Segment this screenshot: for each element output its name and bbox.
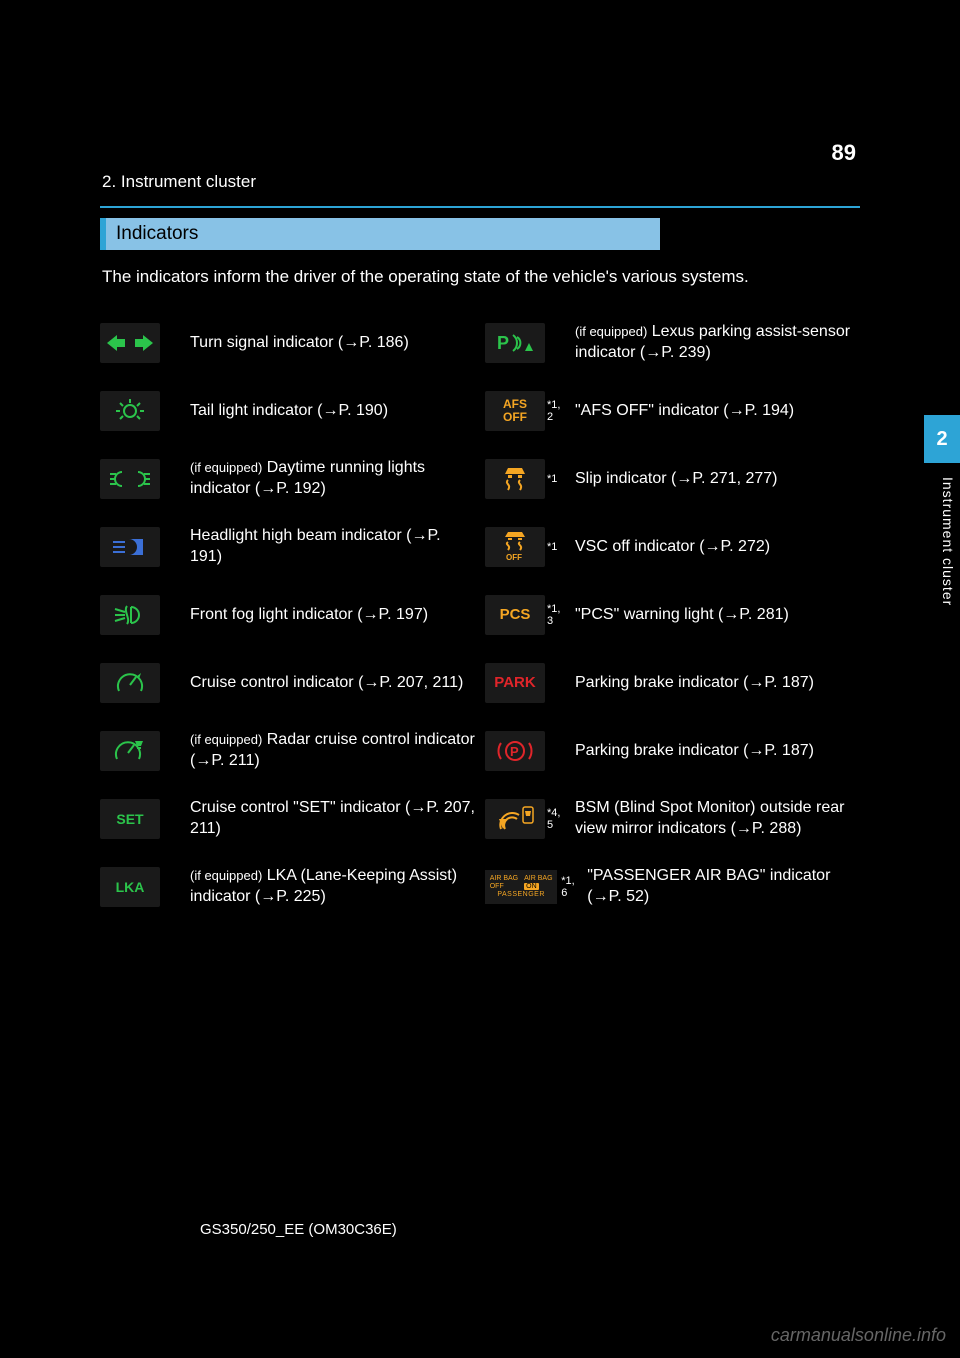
indicator-row-airbag: AIR BAGOFFAIR BAGON PASSENGER *1, 6 "PAS… — [485, 857, 860, 917]
indicator-row-park-brake: P Parking brake indicator (→P. 187) — [485, 721, 860, 781]
page-content: 89 2. Instrument cluster Indicators The … — [100, 0, 860, 925]
indicator-columns: Turn signal indicator (→P. 186) Tail lig… — [100, 313, 860, 925]
indicator-label: Turn signal indicator (→P. 186) — [184, 333, 409, 354]
slip-icon — [485, 459, 545, 499]
indicator-label: (if equipped) Radar cruise control indic… — [184, 730, 475, 772]
indicator-label: Parking brake indicator (→P. 187) — [569, 673, 814, 694]
intro-text: The indicators inform the driver of the … — [100, 250, 860, 313]
svg-text:P: P — [497, 333, 509, 353]
svg-text:P: P — [510, 744, 519, 759]
radar-cruise-icon — [100, 731, 160, 771]
indicator-row-cruise: Cruise control indicator (→P. 207, 211) — [100, 653, 475, 713]
indicator-label: Slip indicator (→P. 271, 277) — [569, 469, 777, 490]
park-brake-icon: P — [485, 731, 545, 771]
right-column: P (if equipped) Lexus parking assist-sen… — [485, 313, 860, 925]
tail-light-icon — [100, 391, 160, 431]
section-heading: Indicators — [106, 223, 198, 245]
indicator-row-fog: Front fog light indicator (→P. 197) — [100, 585, 475, 645]
indicator-label: Front fog light indicator (→P. 197) — [184, 605, 428, 626]
indicator-label: Tail light indicator (→P. 190) — [184, 401, 388, 422]
vsc-off-icon: OFF — [485, 527, 545, 567]
page-number: 89 — [100, 140, 860, 166]
afs-off-text: AFSOFF — [503, 398, 527, 423]
set-icon: SET — [100, 799, 160, 839]
cruise-icon — [100, 663, 160, 703]
drl-icon — [100, 459, 160, 499]
airbag-icon: AIR BAGOFFAIR BAGON PASSENGER — [485, 870, 557, 904]
indicator-label: Cruise control indicator (→P. 207, 211) — [184, 673, 463, 694]
indicator-row-radar-cruise: (if equipped) Radar cruise control indic… — [100, 721, 475, 781]
park-text: PARK — [494, 674, 535, 691]
indicator-row-afs-off: AFSOFF *1, 2 "AFS OFF" indicator (→P. 19… — [485, 381, 860, 441]
indicator-row-parking-assist: P (if equipped) Lexus parking assist-sen… — [485, 313, 860, 373]
indicator-row-high-beam: Headlight high beam indicator (→P. 191) — [100, 517, 475, 577]
lka-icon: LKA — [100, 867, 160, 907]
indicator-label: (if equipped) Lexus parking assist-senso… — [569, 322, 860, 364]
indicator-row-vsc-off: OFF *1 VSC off indicator (→P. 272) — [485, 517, 860, 577]
chapter-tab-label: Instrument cluster — [940, 472, 956, 612]
pcs-icon: PCS — [485, 595, 545, 635]
indicator-row-tail-light: Tail light indicator (→P. 190) — [100, 381, 475, 441]
set-text: SET — [116, 811, 143, 827]
indicator-row-turn-signal: Turn signal indicator (→P. 186) — [100, 313, 475, 373]
parking-assist-icon: P — [485, 323, 545, 363]
superscript: *1, 3 — [545, 603, 569, 627]
left-column: Turn signal indicator (→P. 186) Tail lig… — [100, 313, 475, 925]
indicator-row-drl: (if equipped) Daytime running lights ind… — [100, 449, 475, 509]
pcs-text: PCS — [500, 606, 531, 623]
superscript: *1 — [545, 473, 569, 485]
park-icon: PARK — [485, 663, 545, 703]
superscript: *1, 6 — [557, 875, 581, 899]
indicator-label: VSC off indicator (→P. 272) — [569, 537, 770, 558]
indicator-row-slip: *1 Slip indicator (→P. 271, 277) — [485, 449, 860, 509]
indicator-label: (if equipped) Daytime running lights ind… — [184, 458, 475, 500]
indicator-label: Parking brake indicator (→P. 187) — [569, 741, 814, 762]
fog-light-icon — [100, 595, 160, 635]
chapter-tab: 2 — [924, 415, 960, 463]
indicator-label: Cruise control "SET" indicator (→P. 207,… — [184, 798, 475, 840]
indicator-label: "AFS OFF" indicator (→P. 194) — [569, 401, 794, 422]
bsm-icon — [485, 799, 545, 839]
superscript: *4, 5 — [545, 807, 569, 831]
divider — [100, 206, 860, 208]
section-heading-bar: Indicators — [100, 218, 660, 250]
superscript: *1, 2 — [545, 399, 569, 423]
lka-text: LKA — [116, 879, 145, 895]
turn-signal-icon — [100, 323, 160, 363]
superscript: *1 — [545, 541, 569, 553]
indicator-label: BSM (Blind Spot Monitor) outside rear vi… — [569, 798, 860, 840]
svg-text:OFF: OFF — [506, 553, 522, 562]
high-beam-icon — [100, 527, 160, 567]
indicator-row-lka: LKA (if equipped) LKA (Lane-Keeping Assi… — [100, 857, 475, 917]
indicator-label: Headlight high beam indicator (→P. 191) — [184, 526, 475, 568]
indicator-row-set: SET Cruise control "SET" indicator (→P. … — [100, 789, 475, 849]
indicator-label: "PASSENGER AIR BAG" indicator (→P. 52) — [581, 866, 860, 908]
indicator-row-pcs: PCS *1, 3 "PCS" warning light (→P. 281) — [485, 585, 860, 645]
indicator-row-bsm: *4, 5 BSM (Blind Spot Monitor) outside r… — [485, 789, 860, 849]
indicator-row-park: PARK Parking brake indicator (→P. 187) — [485, 653, 860, 713]
section-path: 2. Instrument cluster — [100, 166, 860, 206]
indicator-label: (if equipped) LKA (Lane-Keeping Assist) … — [184, 866, 475, 908]
afs-off-icon: AFSOFF — [485, 391, 545, 431]
indicator-label: "PCS" warning light (→P. 281) — [569, 605, 789, 626]
watermark: carmanualsonline.info — [771, 1325, 946, 1346]
footer-code: GS350/250_EE (OM30C36E) — [200, 1221, 397, 1238]
